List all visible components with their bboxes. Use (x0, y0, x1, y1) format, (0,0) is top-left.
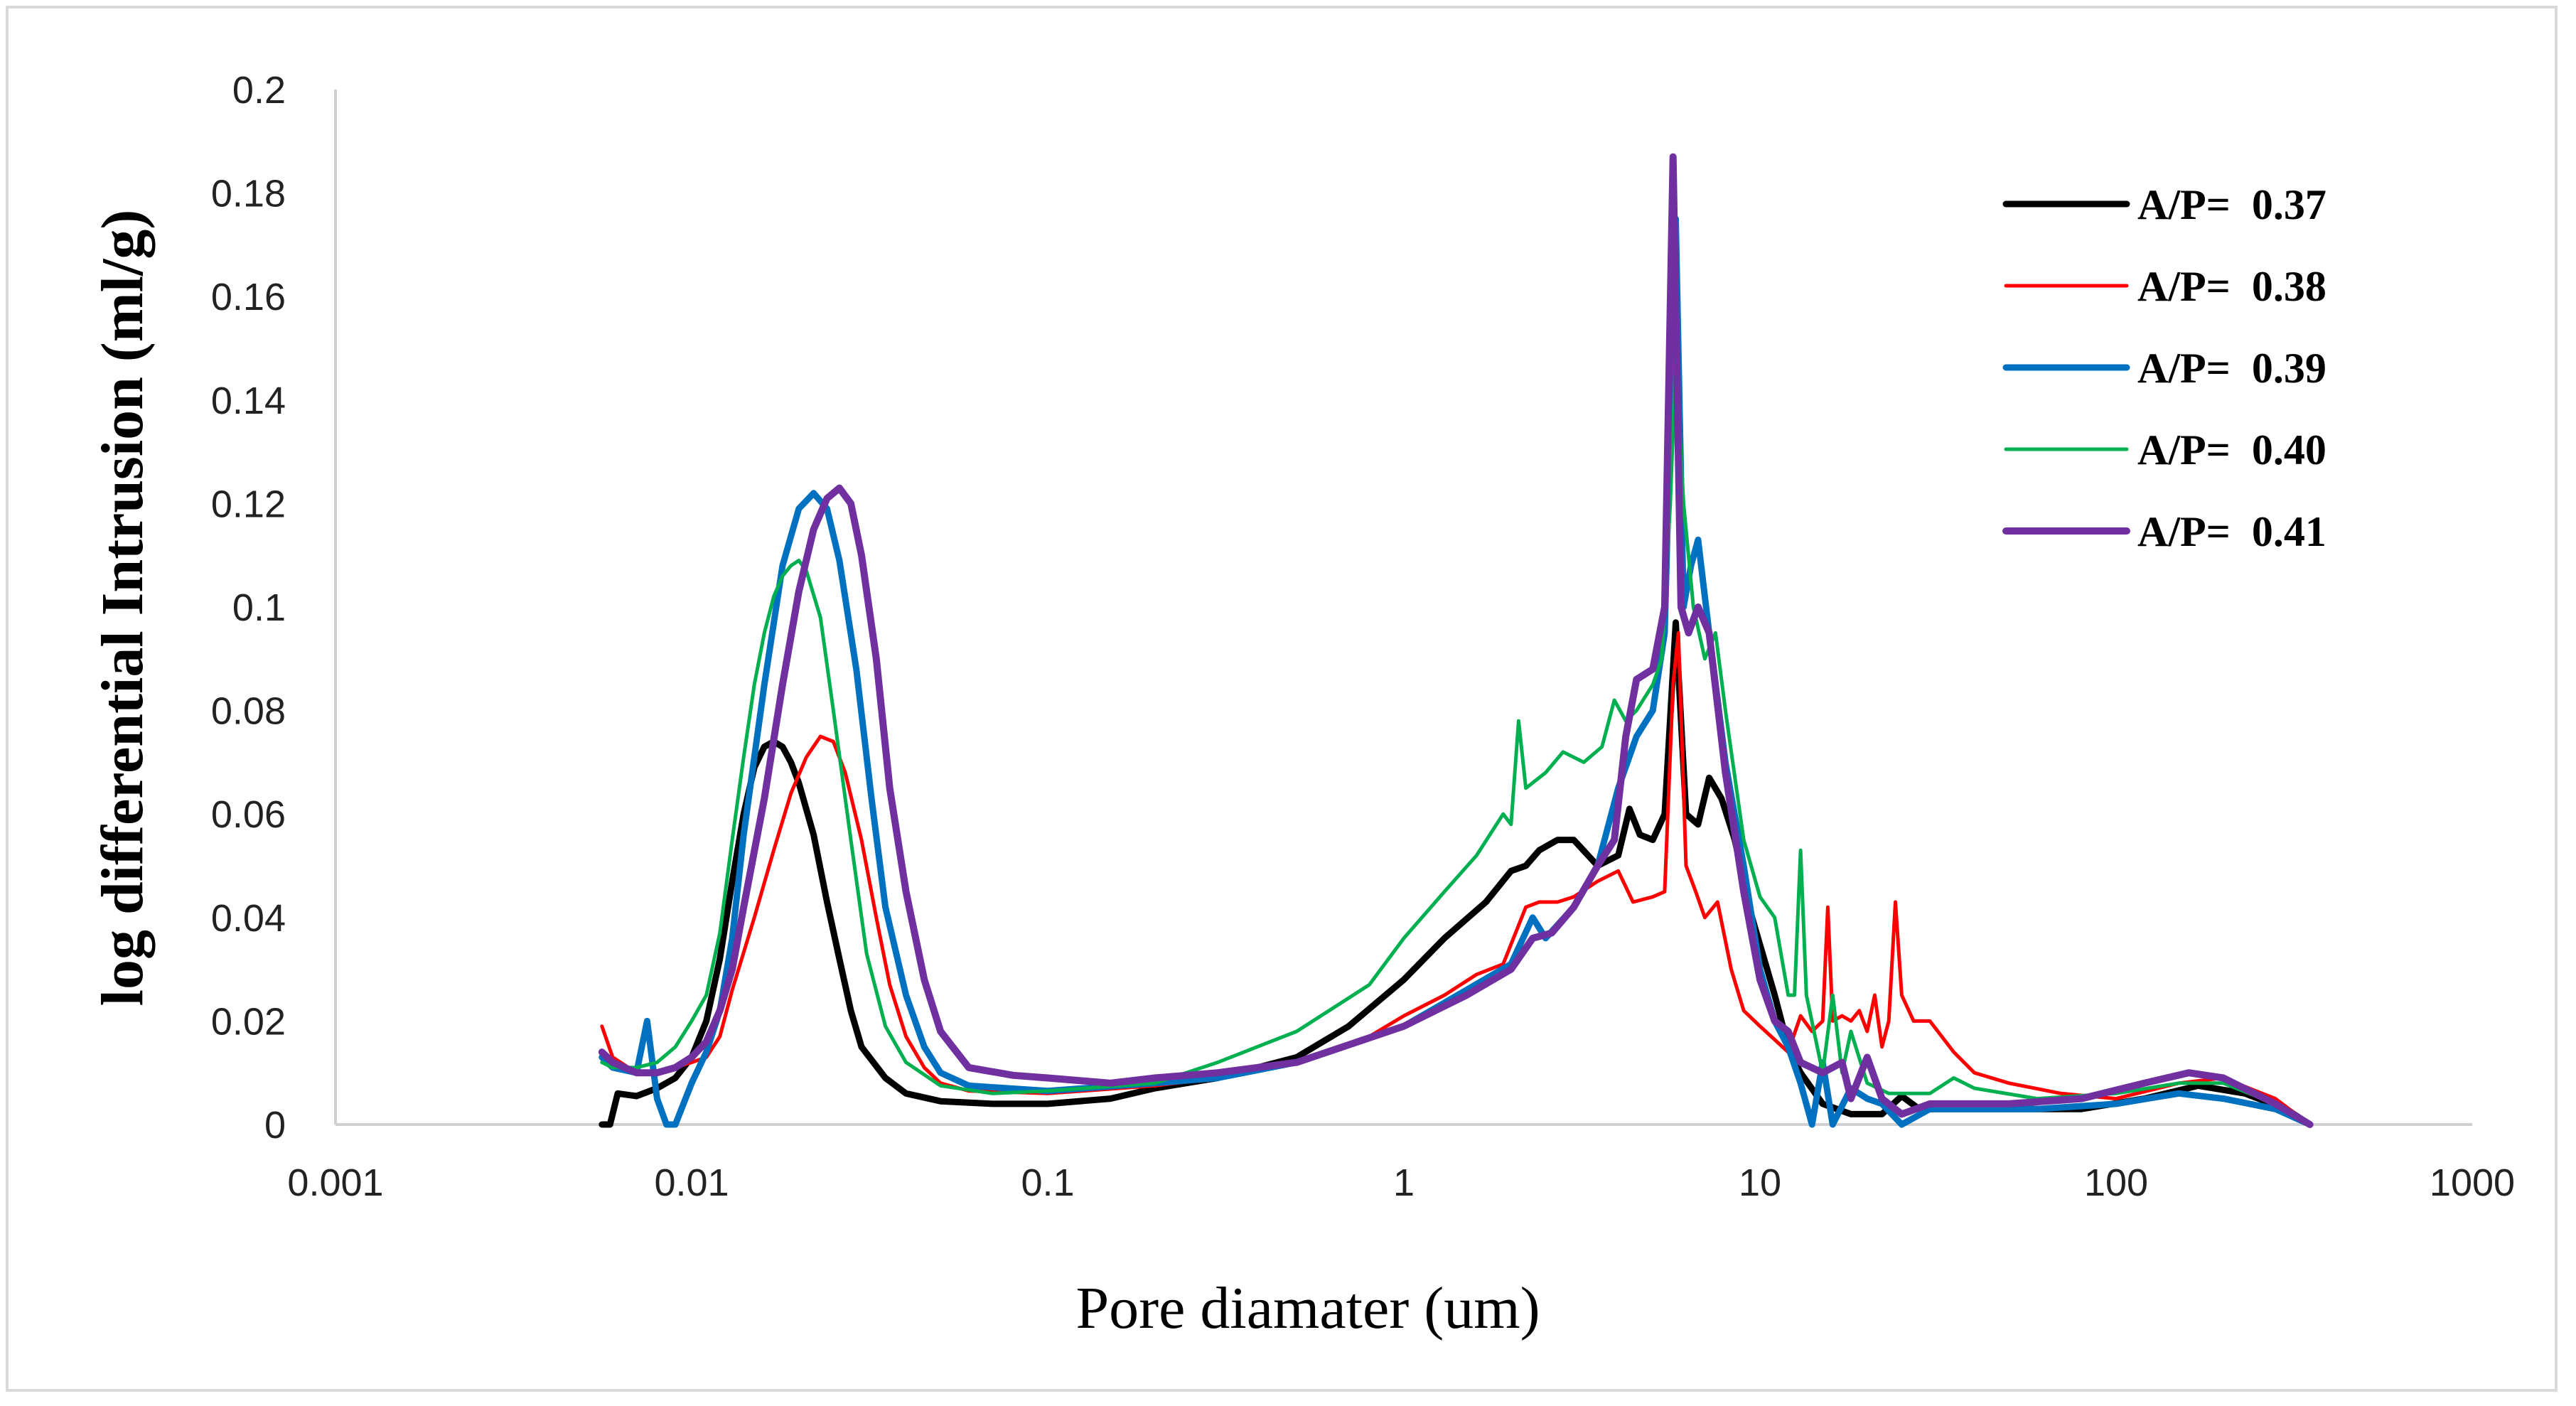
y-tick-label: 0.04 (211, 897, 286, 940)
y-tick-label: 0.18 (211, 173, 286, 215)
legend-label-1: A/P= 0.37 (2137, 181, 2327, 228)
x-tick-label: 0.01 (654, 1161, 729, 1204)
legend-label-2: A/P= 0.38 (2137, 263, 2327, 310)
y-tick-label: 0 (264, 1104, 286, 1147)
x-tick-label: 1 (1393, 1161, 1415, 1204)
y-tick-label: 0.12 (211, 483, 286, 525)
x-tick-labels: 0.001 0.01 0.1 1 10 100 1000 (287, 1161, 2515, 1204)
legend-label-5: A/P= 0.41 (2137, 508, 2327, 555)
series-lines (598, 153, 2314, 1128)
x-tick-label: 10 (1739, 1161, 1781, 1204)
x-tick-label: 0.001 (287, 1161, 383, 1204)
x-axis-title: Pore diamater (um) (1075, 1275, 1540, 1341)
x-tick-label: 1000 (2430, 1161, 2515, 1204)
x-tick-label: 100 (2084, 1161, 2148, 1204)
series-line-2 (600, 630, 2312, 1127)
series-line-4 (600, 357, 2312, 1127)
series-line-5 (598, 153, 2314, 1128)
legend-label-3: A/P= 0.39 (2137, 345, 2327, 392)
y-tick-label: 0.14 (211, 380, 286, 422)
legend-label-4: A/P= 0.40 (2137, 426, 2327, 473)
axes (334, 90, 2472, 1126)
x-tick-label: 0.1 (1021, 1161, 1074, 1204)
y-tick-label: 0.08 (211, 690, 286, 733)
y-tick-labels: 0 0.02 0.04 0.06 0.08 0.1 0.12 0.14 0.16 0.18 0.2 (211, 69, 286, 1147)
y-tick-label: 0.06 (211, 793, 286, 836)
y-tick-label: 0.16 (211, 276, 286, 318)
y-tick-label: 0.2 (232, 69, 286, 112)
y-tick-label: 0.1 (232, 586, 286, 629)
y-axis-title: log differential Intrusion (ml/g) (90, 210, 156, 1007)
legend: A/P= 0.37 A/P= 0.38 A/P= 0.39 A/P= 0.40 A/P=… (2002, 181, 2327, 555)
y-tick-label: 0.02 (211, 1000, 286, 1043)
chart-frame (6, 6, 2558, 1392)
